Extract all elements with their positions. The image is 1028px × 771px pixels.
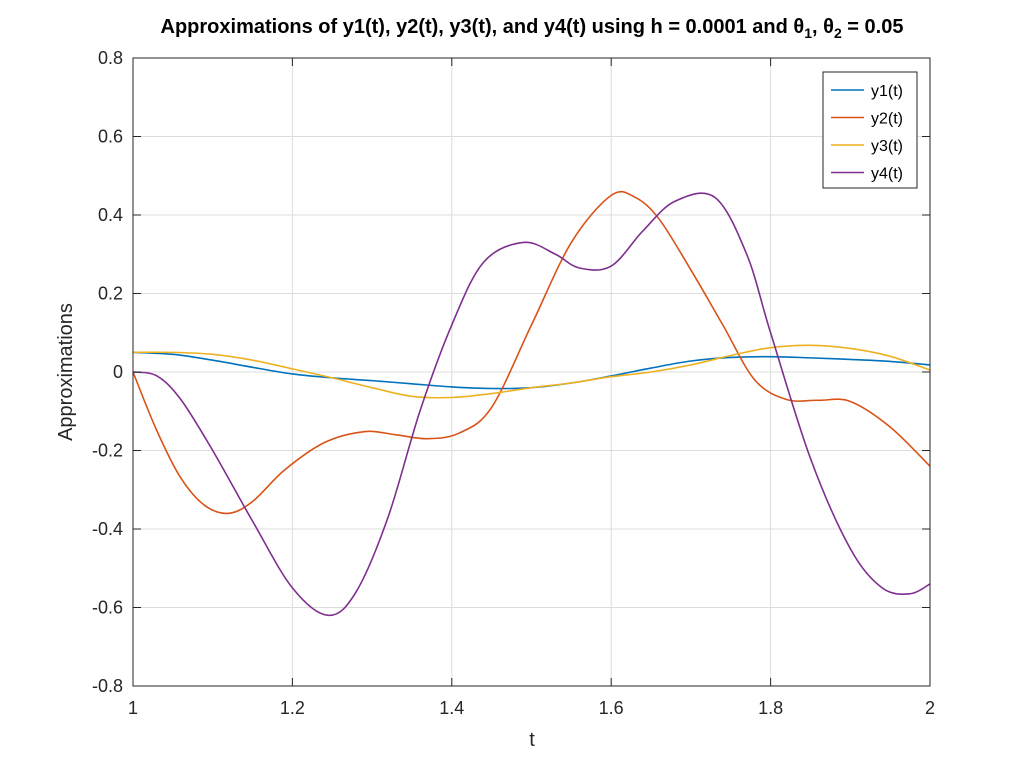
y-tick-label: 0.4 <box>98 205 123 225</box>
grid <box>133 58 930 686</box>
series-line-y3t <box>132 344 931 399</box>
x-tick-label: 1 <box>128 698 138 718</box>
x-tick-label: 2 <box>925 698 935 718</box>
x-tick-label: 1.8 <box>758 698 783 718</box>
y-tick-label: -0.2 <box>92 441 123 461</box>
axis-ticks <box>132 57 931 687</box>
x-tick-labels: 1 1.2 1.4 1.6 1.8 2 <box>128 698 935 718</box>
y-tick-label: 0.8 <box>98 48 123 68</box>
y-tick-label: 0 <box>113 362 123 382</box>
x-tick-label: 1.4 <box>439 698 464 718</box>
y-tick-labels: -0.8 -0.6 -0.4 -0.2 0 0.2 0.4 0.6 0.8 <box>92 48 123 696</box>
legend: y1(t) y2(t) y3(t) y4(t) <box>822 71 918 189</box>
x-axis-label: t <box>529 729 535 751</box>
y-axis-label: Approximations <box>55 303 77 441</box>
y-tick-label: -0.8 <box>92 676 123 696</box>
x-tick-label: 1.6 <box>599 698 624 718</box>
legend-label: y4(t) <box>871 166 903 183</box>
y-tick-label: 0.2 <box>98 284 123 304</box>
y-tick-label: 0.6 <box>98 127 123 147</box>
series-layer <box>132 190 931 617</box>
legend-box <box>822 71 918 189</box>
y-tick-label: -0.6 <box>92 598 123 618</box>
chart-title: Approximations of y1(t), y2(t), y3(t), a… <box>161 16 904 41</box>
series-line-y2t <box>132 190 931 515</box>
legend-label: y3(t) <box>871 138 903 155</box>
x-tick-label: 1.2 <box>280 698 305 718</box>
legend-label: y1(t) <box>871 83 903 100</box>
legend-label: y2(t) <box>871 111 903 128</box>
series-line-y4t <box>132 192 931 617</box>
y-tick-label: -0.4 <box>92 519 123 539</box>
